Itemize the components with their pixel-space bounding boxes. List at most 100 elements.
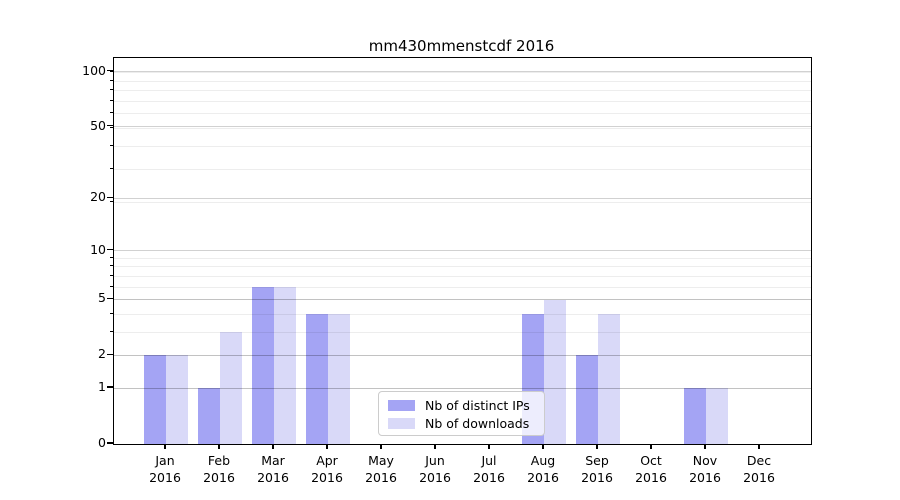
bar-distinct-ips-feb	[198, 388, 220, 444]
y-minor-tick-mark	[109, 386, 113, 388]
legend-swatch-downloads	[388, 417, 415, 429]
bar-downloads-jan	[166, 355, 188, 444]
legend-label-downloads: Nb of downloads	[425, 415, 530, 431]
x-tick-label-dec: Dec 2016	[743, 453, 775, 485]
gridline-major	[114, 387, 811, 389]
x-tick-mark	[272, 444, 274, 449]
y-tick-label: 1	[98, 379, 106, 395]
y-minor-tick-mark	[109, 99, 113, 101]
chart-title: mm430mmenstcdf 2016	[368, 37, 555, 55]
x-tick-mark	[434, 444, 436, 449]
gridline-minor	[114, 257, 811, 259]
bar-downloads-nov	[706, 388, 728, 444]
legend: Nb of distinct IPs Nb of downloads	[378, 391, 545, 436]
x-tick-label-jun: Jun 2016	[419, 453, 451, 485]
y-tick-label: 2	[98, 346, 106, 362]
gridline-minor	[114, 145, 811, 147]
x-tick-mark	[164, 444, 166, 449]
x-tick-label-apr: Apr 2016	[311, 453, 343, 485]
gridline-minor	[114, 354, 811, 356]
gridline-minor	[114, 266, 811, 268]
gridline-minor	[114, 169, 811, 171]
y-tick-mark	[107, 442, 113, 444]
x-tick-mark	[650, 444, 652, 449]
gridline-major	[114, 354, 811, 356]
x-tick-mark	[596, 444, 598, 449]
legend-item-distinct-ips: Nb of distinct IPs	[388, 397, 535, 413]
bar-downloads-apr	[328, 314, 350, 444]
gridline-minor	[114, 298, 811, 300]
y-tick-label: 100	[82, 62, 106, 78]
y-tick-mark	[107, 196, 113, 199]
bar-downloads-aug	[544, 299, 566, 444]
gridline-minor	[114, 100, 811, 102]
y-tick-mark	[107, 249, 113, 251]
bar-distinct-ips-mar	[252, 287, 274, 444]
y-tick-label: 10	[90, 241, 106, 257]
y-minor-tick-mark	[109, 71, 113, 73]
x-tick-label-may: May 2016	[365, 453, 397, 485]
bar-distinct-ips-apr	[306, 314, 328, 444]
x-tick-mark	[326, 444, 328, 449]
bar-downloads-feb	[220, 332, 242, 444]
gridline-major	[114, 197, 811, 199]
legend-item-downloads: Nb of downloads	[388, 415, 535, 431]
x-tick-mark	[758, 444, 760, 449]
x-tick-mark	[488, 444, 490, 449]
x-tick-label-nov: Nov 2016	[689, 453, 721, 485]
x-tick-label-oct: Oct 2016	[635, 453, 667, 485]
gridline-major	[114, 298, 811, 300]
x-tick-label-mar: Mar 2016	[257, 453, 289, 485]
gridline-major	[114, 126, 811, 128]
y-tick-mark	[107, 70, 113, 72]
y-minor-tick-mark	[109, 79, 113, 81]
plot-area	[113, 57, 812, 445]
x-tick-mark	[218, 444, 220, 449]
bar-downloads-sep	[598, 314, 620, 444]
y-minor-tick-mark	[109, 312, 113, 314]
bar-distinct-ips-nov	[684, 388, 706, 444]
x-tick-mark	[542, 444, 544, 449]
gridline-major	[114, 250, 811, 252]
gridline-minor	[114, 331, 811, 333]
legend-swatch-distinct-ips	[388, 399, 415, 411]
bar-distinct-ips-jan	[144, 355, 166, 444]
y-minor-tick-mark	[109, 200, 113, 202]
y-minor-tick-mark	[109, 89, 113, 91]
gridline-minor	[114, 80, 811, 82]
y-minor-tick-mark	[109, 256, 113, 258]
x-tick-label-aug: Aug 2016	[527, 453, 559, 485]
gridline-minor	[114, 90, 811, 92]
gridline-minor	[114, 72, 811, 74]
bar-downloads-mar	[274, 287, 296, 444]
y-tick-label: 5	[98, 290, 106, 306]
gridline-minor	[114, 387, 811, 389]
y-tick-label: 50	[90, 117, 106, 133]
y-minor-tick-mark	[109, 168, 113, 170]
y-minor-tick-mark	[109, 144, 113, 146]
y-tick-label: 20	[90, 189, 106, 205]
gridline-minor	[114, 201, 811, 203]
y-minor-tick-mark	[109, 297, 113, 299]
x-tick-label-jul: Jul 2016	[473, 453, 505, 485]
gridline-minor	[114, 286, 811, 288]
x-tick-label-jan: Jan 2016	[149, 453, 181, 485]
gridline-minor	[114, 313, 811, 315]
gridline-minor	[114, 275, 811, 277]
legend-label-distinct-ips: Nb of distinct IPs	[425, 397, 530, 413]
x-tick-mark	[704, 444, 706, 449]
gridline-minor	[114, 128, 811, 129]
gridline-minor	[114, 113, 811, 115]
y-minor-tick-mark	[109, 353, 113, 355]
y-minor-tick-mark	[109, 127, 113, 128]
y-tick-label: 0	[98, 435, 106, 450]
y-minor-tick-mark	[109, 274, 113, 276]
y-minor-tick-mark	[109, 285, 113, 287]
x-tick-mark	[380, 444, 382, 449]
x-tick-label-feb: Feb 2016	[203, 453, 235, 485]
gridline-major	[114, 71, 811, 73]
x-tick-label-sep: Sep 2016	[581, 453, 613, 485]
y-minor-tick-mark	[109, 112, 113, 114]
bar-distinct-ips-sep	[576, 355, 598, 444]
